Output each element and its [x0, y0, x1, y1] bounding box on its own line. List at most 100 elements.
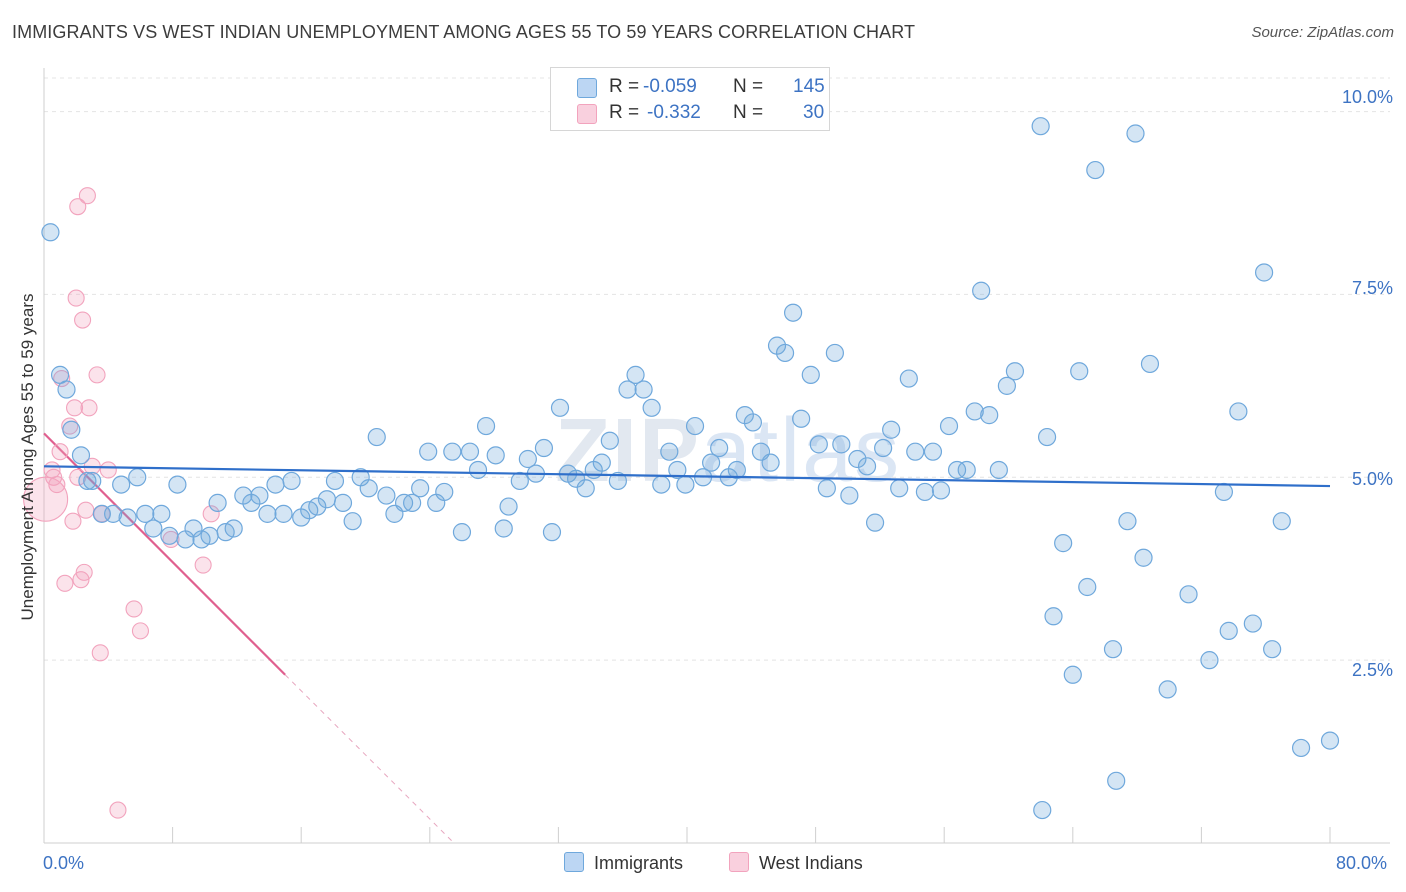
immigrants-point [1254, 263, 1274, 282]
immigrants-point [1219, 621, 1238, 640]
immigrants-point [258, 504, 277, 523]
immigrants-point [224, 519, 243, 538]
legend-r-value: -0.059 [643, 76, 697, 97]
gridlines [44, 77, 1390, 661]
immigrants-point [486, 446, 505, 465]
west-indians-point [75, 563, 93, 581]
immigrants-point [997, 376, 1016, 395]
immigrants-point [1291, 738, 1311, 758]
west-indians-point [74, 311, 92, 329]
west-indians-point [67, 289, 85, 307]
chart-title: IMMIGRANTS VS WEST INDIAN UNEMPLOYMENT A… [12, 22, 916, 42]
west-indians-point [88, 366, 106, 384]
immigrants-point [1272, 512, 1291, 531]
immigrants-point [1031, 117, 1050, 136]
immigrants-point [62, 420, 81, 439]
immigrants-point [801, 365, 820, 384]
immigrants-point [136, 504, 155, 523]
west-indians-point [48, 476, 66, 494]
immigrants-point [702, 453, 721, 472]
west-indians-point [194, 556, 212, 574]
immigrants-point [947, 460, 967, 480]
immigrants-point [710, 438, 729, 458]
immigrants-point [1229, 402, 1248, 421]
immigrants-point [874, 438, 893, 458]
immigrants-point [443, 442, 462, 461]
immigrants-point [865, 513, 885, 532]
immigrants-point [1140, 354, 1160, 374]
immigrants-point [792, 409, 811, 428]
immigrants-point [1214, 482, 1234, 502]
immigrants-point [403, 493, 422, 512]
immigrants-point [1179, 585, 1198, 604]
legend-label-west-indians: West Indians [759, 853, 863, 873]
immigrants-point [1044, 607, 1063, 626]
immigrants-point [626, 365, 645, 384]
immigrants-point [668, 460, 687, 480]
immigrants-point [809, 435, 828, 454]
immigrants-point [899, 369, 918, 388]
immigrants-point [499, 497, 518, 516]
immigrants-point [118, 508, 137, 527]
immigrants-point [931, 481, 951, 500]
immigrants-point [250, 486, 269, 505]
legend-swatch-immigrants [564, 852, 584, 872]
y-tick-label-10-0: 10.0% [1341, 87, 1393, 107]
immigrants-point [1103, 640, 1123, 659]
immigrants-point [494, 519, 513, 538]
immigrants-point [144, 519, 163, 538]
west-indians-points [23, 187, 220, 819]
immigrants-point [1118, 512, 1137, 531]
immigrants-point [168, 475, 187, 494]
immigrants-point [642, 398, 661, 417]
immigrants-point [660, 442, 679, 461]
immigrants-point [1263, 640, 1282, 659]
immigrants-point [452, 523, 472, 542]
immigrants-point [308, 497, 327, 516]
immigrants-point [160, 526, 179, 545]
west-indians-point [78, 187, 96, 205]
west-indians-point [91, 644, 109, 662]
legend-r-value: -0.332 [647, 102, 701, 123]
immigrants-point [957, 460, 976, 480]
immigrants-point [676, 475, 695, 494]
immigrants-point [208, 493, 227, 512]
immigrants-point [840, 486, 859, 505]
immigrants-point [152, 504, 171, 523]
watermark: ZIPatlas [555, 400, 901, 503]
immigrants-point [468, 460, 488, 480]
west-indians-trend-extension [284, 674, 455, 844]
legend-item-immigrants: Immigrants [564, 852, 683, 874]
immigrants-point [78, 471, 97, 491]
y-axis-label: Unemployment Among Ages 55 to 59 years [18, 293, 37, 621]
legend-r-label: R = [609, 102, 640, 123]
west-indians-point [80, 399, 98, 417]
immigrants-point [832, 435, 851, 454]
correlation-legend: R = -0.059 N = 145 R = -0.332 N = 30 [550, 67, 830, 131]
source-attribution: Source: ZipAtlas.com [1251, 24, 1394, 41]
legend-label-immigrants: Immigrants [594, 853, 684, 873]
immigrants-point [83, 471, 102, 491]
immigrants-point [775, 343, 795, 363]
immigrants-point [1107, 771, 1126, 790]
immigrants-point [325, 471, 345, 491]
immigrants-point [882, 420, 901, 439]
immigrants-point [972, 281, 991, 300]
immigrants-point [104, 504, 123, 523]
immigrants-point [274, 504, 293, 523]
immigrants-point [71, 446, 91, 465]
immigrants-point [1200, 651, 1219, 670]
legend-item-west-indians: West Indians [729, 852, 863, 874]
immigrants-point [634, 380, 653, 399]
immigrants-point [1126, 124, 1145, 143]
west-indians-point [109, 801, 127, 819]
immigrants-point [980, 406, 999, 425]
immigrants-trend-line [43, 465, 1331, 488]
x-tick-label-min: 0.0% [43, 853, 85, 873]
immigrants-point [825, 343, 844, 363]
immigrants-point [965, 402, 984, 421]
legend-swatch-west-indians [729, 852, 749, 872]
legend-swatch-pink [577, 104, 597, 124]
immigrants-point [542, 523, 562, 542]
